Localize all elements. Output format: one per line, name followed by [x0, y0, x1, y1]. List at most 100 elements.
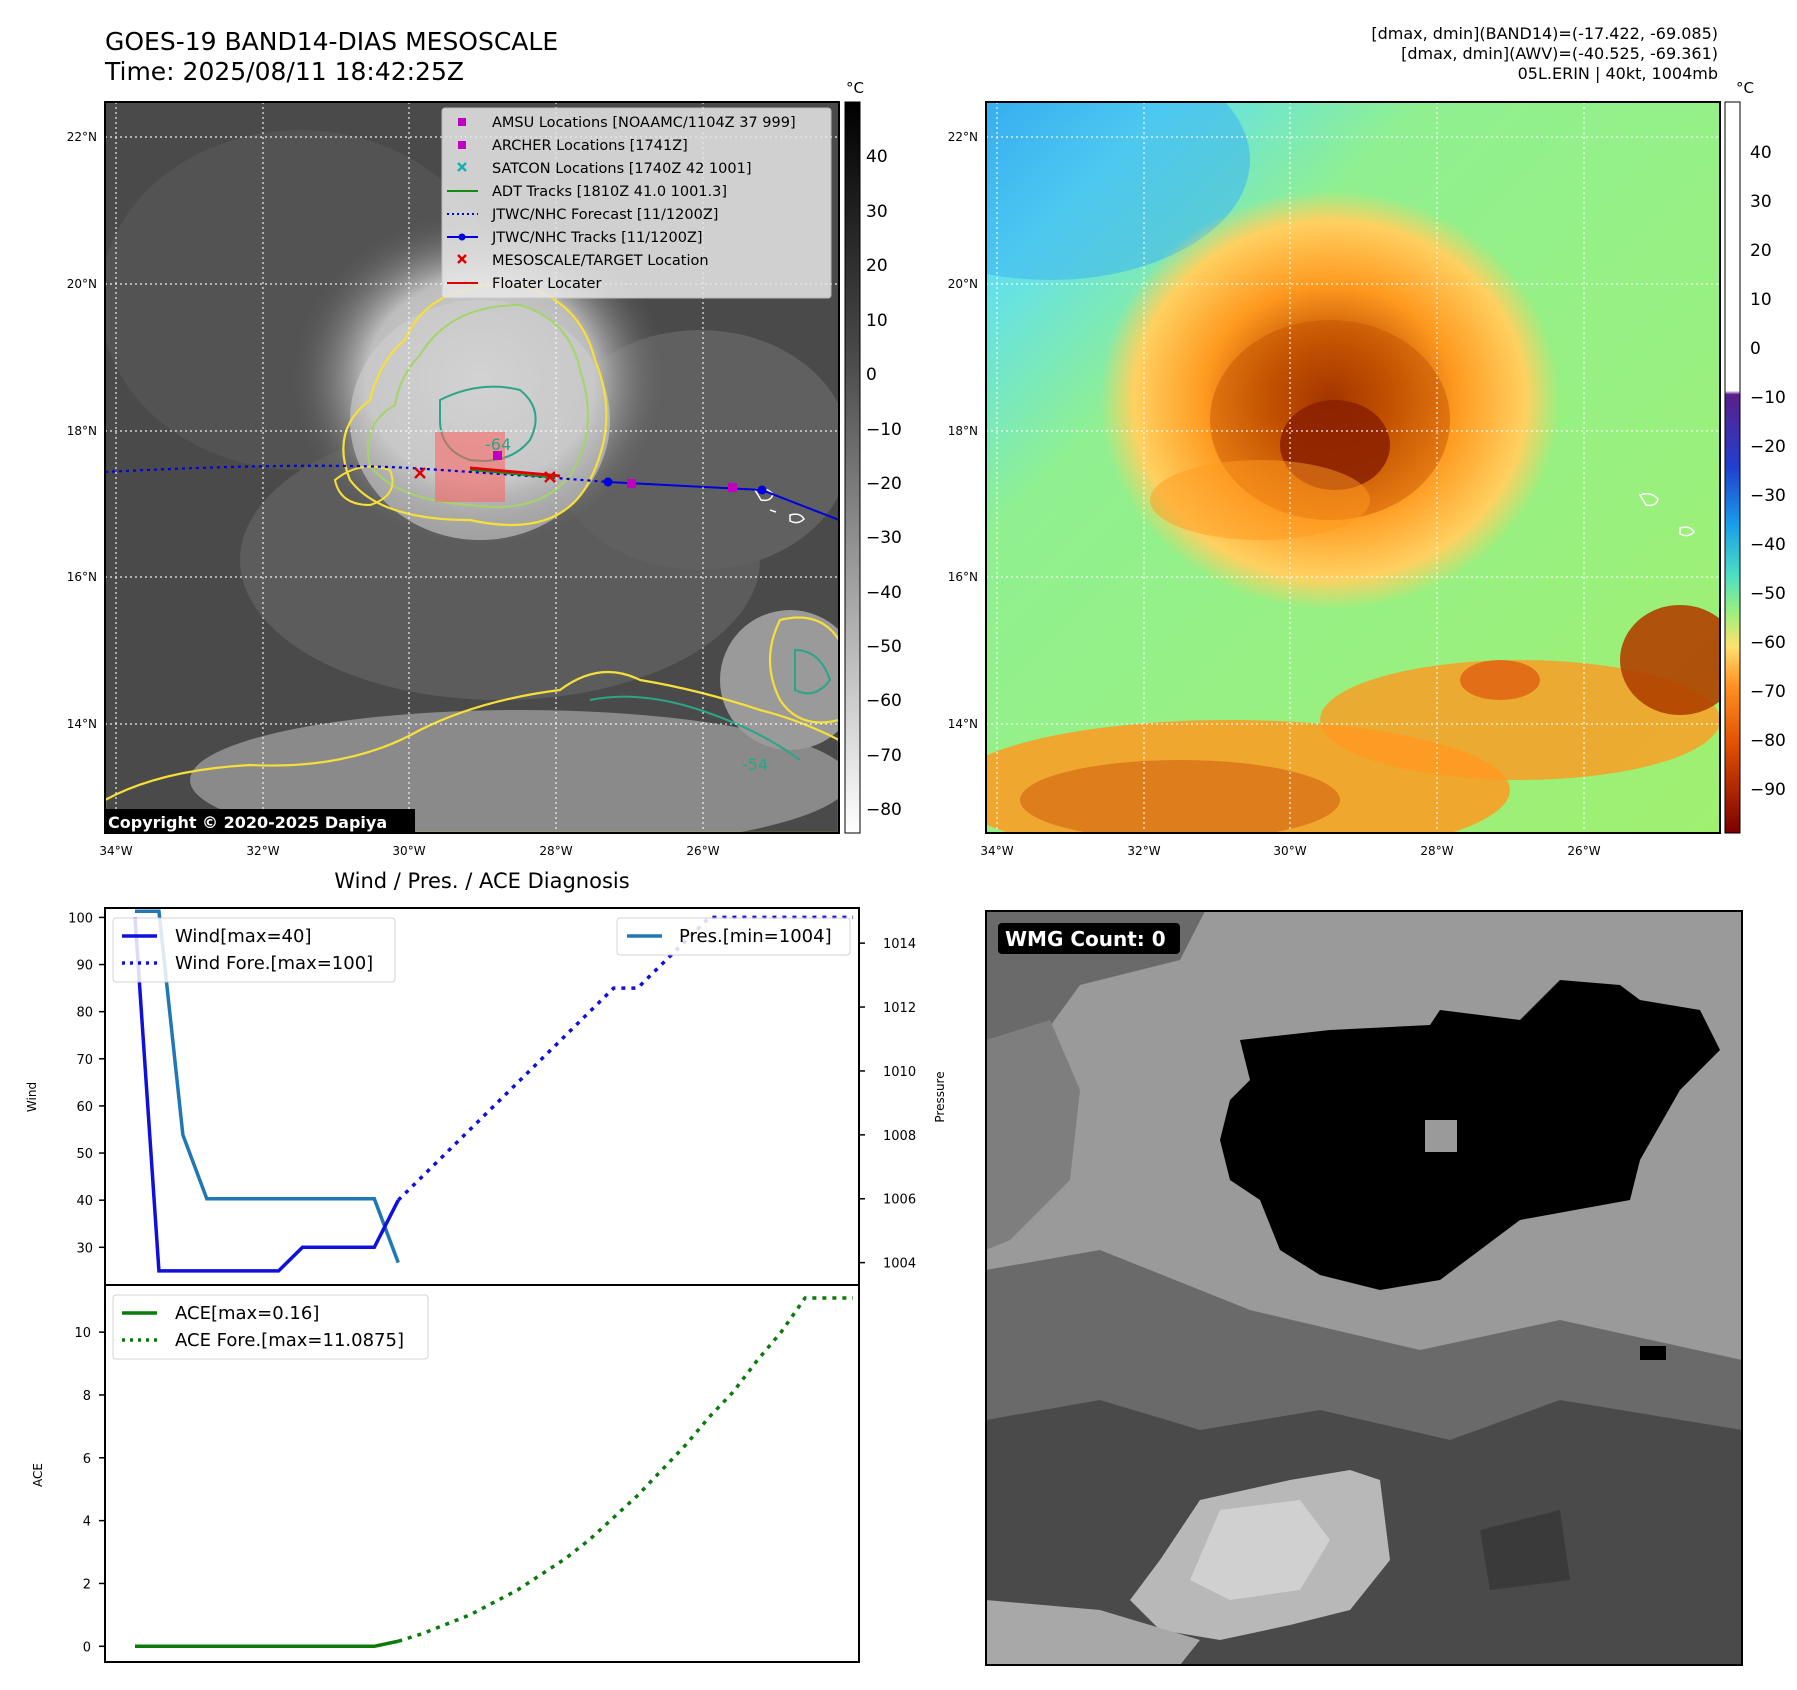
svg-text:28°W: 28°W	[539, 844, 572, 858]
svg-text:−30: −30	[1750, 486, 1786, 506]
ace-chart: ACE 10 8 6 4 2 0 ACE[max=0.16] ACE Fore.[max=…	[31, 1284, 860, 1663]
awv-range: [dmax, dmin](AWV)=(-40.525, -69.361)	[1401, 44, 1718, 63]
wmg-count: WMG Count: 0	[1005, 927, 1166, 951]
wind-tick-label: 70	[76, 1053, 93, 1068]
legend-adt: ADT Tracks [1810Z 41.0 1001.3]	[492, 184, 727, 200]
legend-ace-fore: ACE Fore.[max=11.0875]	[175, 1330, 404, 1351]
svg-text:34°W: 34°W	[980, 844, 1013, 858]
svg-text:20°N: 20°N	[67, 277, 97, 291]
wind-axis-label: Wind	[25, 1082, 39, 1112]
svg-text:16°N: 16°N	[67, 570, 97, 584]
svg-text:18°N: 18°N	[948, 424, 978, 438]
ace-line	[135, 1639, 399, 1649]
figure-time: Time: 2025/08/11 18:42:25Z	[104, 57, 464, 86]
ace-legend: ACE[max=0.16] ACE Fore.[max=11.0875]	[112, 1294, 429, 1360]
wind-tick-label: 90	[76, 959, 93, 974]
svg-text:−50: −50	[866, 637, 902, 657]
awv-image	[986, 102, 1720, 833]
band14-range: [dmax, dmin](BAND14)=(-17.422, -69.085)	[1371, 24, 1718, 43]
svg-text:16°N: 16°N	[948, 570, 978, 584]
pressure-line	[135, 909, 400, 1264]
pressure-tick-label: 1012	[883, 1001, 916, 1016]
wmg-label-box	[998, 923, 1180, 954]
svg-text:30°W: 30°W	[1273, 844, 1306, 858]
awv-lat-labels: 22°N 20°N 18°N 16°N 14°N	[948, 130, 978, 731]
legend-target: MESOSCALE/TARGET Location	[492, 253, 709, 269]
contour-label-64: -64	[485, 435, 511, 454]
wind-chart-title: Wind / Pres. / ACE Diagnosis	[334, 869, 629, 893]
awv-colorbar-ticks: 40 30 20 10 0 −10 −20 −30 −40 −50 −60 −7…	[1750, 143, 1786, 800]
copyright-box	[105, 809, 415, 833]
wind-tick-label: 60	[76, 1100, 93, 1115]
legend-archer: ARCHER Locations [1741Z]	[492, 138, 688, 154]
wind-tick-label: 100	[68, 911, 93, 926]
target-marker	[544, 471, 556, 483]
pressure-right-ticks: 1014 1012 1010 1008 1006 1004	[859, 937, 916, 1272]
svg-text:28°W: 28°W	[1420, 844, 1453, 858]
legend-pressure: Pres.[min=1004]	[679, 926, 832, 947]
wmg-panel: WMG Count: 0	[985, 910, 1743, 1666]
ace-lines	[135, 1296, 853, 1649]
amsu-marker	[728, 483, 737, 492]
ace-tick-label: 0	[83, 1640, 91, 1655]
svg-text:−60: −60	[866, 691, 902, 711]
ace-axis-label: ACE	[31, 1463, 45, 1487]
contour-label-54: -54	[742, 755, 768, 774]
ir-colorbar	[844, 101, 861, 834]
svg-text:−10: −10	[1750, 388, 1786, 408]
svg-text:30: 30	[1750, 192, 1772, 212]
legend-tracks: JTWC/NHC Tracks [11/1200Z]	[491, 230, 703, 246]
wind-tick-label: 50	[76, 1147, 93, 1162]
svg-text:14°N: 14°N	[67, 717, 97, 731]
svg-text:14°N: 14°N	[948, 717, 978, 731]
wind-tick-label: 30	[76, 1241, 93, 1256]
awv-colorbar-unit: °C	[1736, 79, 1754, 97]
wind-chart: Wind / Pres. / ACE Diagnosis Wind Pressu…	[25, 869, 947, 1286]
copyright: Copyright © 2020-2025 Dapiya	[108, 813, 387, 832]
wind-legend: Wind[max=40] Wind Fore.[max=100]	[112, 917, 396, 983]
wind-lines	[133, 909, 853, 1273]
svg-text:−50: −50	[1750, 584, 1786, 604]
track-point	[603, 477, 613, 487]
svg-text:26°W: 26°W	[686, 844, 719, 858]
svg-text:20: 20	[1750, 241, 1772, 261]
svg-text:−20: −20	[1750, 437, 1786, 457]
svg-text:−10: −10	[866, 420, 902, 440]
wind-tick-label: 80	[76, 1006, 93, 1021]
svg-text:30°W: 30°W	[392, 844, 425, 858]
adt-line	[469, 469, 556, 479]
ace-tick-label: 10	[74, 1326, 91, 1341]
figure-title: GOES-19 BAND14-DIAS MESOSCALE	[105, 27, 558, 56]
pressure-tick-label: 1008	[883, 1129, 916, 1144]
svg-text:−20: −20	[866, 474, 902, 494]
pressure-tick-label: 1006	[883, 1193, 916, 1208]
ace-tick-label: 8	[83, 1389, 91, 1404]
awv-lon-labels: 34°W 32°W 30°W 28°W 26°W	[980, 844, 1600, 858]
svg-text:0: 0	[1750, 339, 1761, 359]
floater-line	[469, 466, 561, 478]
awv-panel: 22°N 20°N 18°N 16°N 14°N 34°W 32°W 30°W …	[948, 79, 1786, 858]
wind-tick-label: 40	[76, 1194, 93, 1209]
archer-marker	[493, 451, 502, 460]
wind-line	[133, 917, 400, 1273]
svg-text:−80: −80	[1750, 731, 1786, 751]
svg-text:18°N: 18°N	[67, 424, 97, 438]
awv-colorbar	[1724, 101, 1741, 834]
svg-text:40: 40	[1750, 143, 1772, 163]
ir-image: -64 -54	[105, 102, 839, 833]
ace-tick-label: 2	[83, 1577, 91, 1592]
ir-colorbar-ticks: 40 30 20 10 0 −10 −20 −30 −40 −50 −60 −7…	[866, 147, 902, 820]
svg-text:22°N: 22°N	[67, 130, 97, 144]
svg-text:26°W: 26°W	[1567, 844, 1600, 858]
ace-forecast-line	[397, 1296, 853, 1643]
track-point	[757, 485, 767, 495]
svg-text:−70: −70	[866, 746, 902, 766]
pressure-tick-label: 1010	[883, 1065, 916, 1080]
svg-text:−60: −60	[1750, 633, 1786, 653]
svg-text:20: 20	[866, 256, 888, 276]
legend-satcon: SATCON Locations [1740Z 42 1001]	[492, 161, 751, 177]
ir-panel: -64 -54	[67, 79, 902, 858]
svg-text:32°W: 32°W	[1127, 844, 1160, 858]
svg-text:32°W: 32°W	[246, 844, 279, 858]
